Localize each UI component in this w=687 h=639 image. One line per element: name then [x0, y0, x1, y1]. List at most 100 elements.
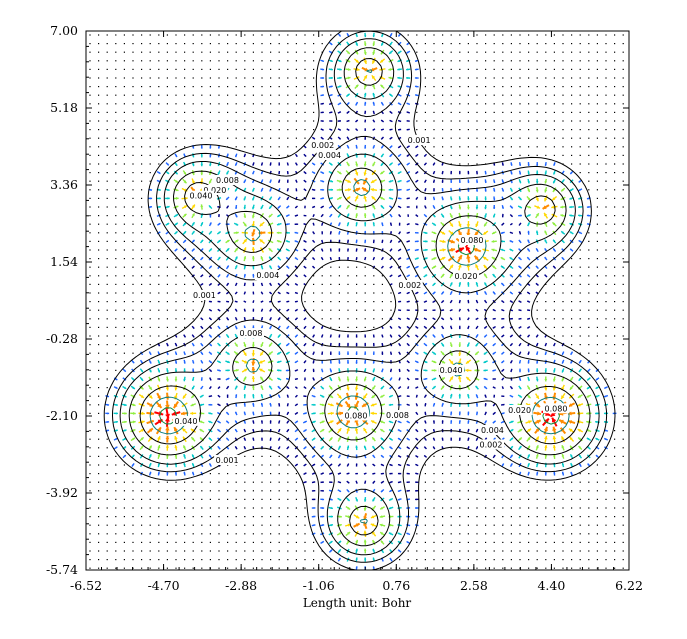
vector-arrowhead — [441, 163, 444, 166]
grid-dot — [622, 189, 624, 191]
grid-dot — [545, 498, 547, 500]
grid-dot — [493, 68, 495, 70]
vector-arrowhead — [347, 93, 350, 97]
vector-arrowhead — [338, 353, 341, 355]
grid-dot — [89, 103, 91, 105]
vector-arrowhead — [329, 335, 332, 338]
grid-dot — [98, 275, 100, 277]
grid-dot — [98, 378, 100, 380]
grid-dot — [235, 524, 237, 526]
grid-dot — [166, 129, 168, 131]
grid-dot — [227, 567, 229, 569]
grid-dot — [622, 326, 624, 328]
grid-dot — [614, 283, 616, 285]
grid-dot — [562, 567, 564, 569]
vector-arrowhead — [397, 51, 401, 54]
grid-dot — [605, 77, 607, 79]
grid-dot — [579, 51, 581, 53]
vector-arrowhead — [140, 445, 144, 449]
grid-dot — [287, 77, 289, 79]
grid-dot — [399, 567, 401, 569]
grid-dot — [192, 111, 194, 113]
vector-arrowhead — [132, 437, 136, 441]
grid-dot — [605, 473, 607, 475]
grid-dot — [244, 559, 246, 561]
vector-arrowhead — [339, 85, 342, 88]
vector-arrowhead — [183, 239, 186, 243]
grid-dot — [235, 68, 237, 70]
grid-dot — [98, 43, 100, 45]
grid-dot — [614, 447, 616, 449]
grid-dot — [562, 111, 564, 113]
grid-dot — [201, 43, 203, 45]
grid-dot — [98, 464, 100, 466]
vector-arrowhead — [330, 128, 333, 131]
grid-dot — [106, 438, 108, 440]
vector-arrowhead — [209, 387, 212, 389]
vector-arrowhead — [355, 463, 358, 465]
vector-arrowhead — [218, 326, 221, 329]
grid-dot — [252, 77, 254, 79]
grid-dot — [596, 60, 598, 62]
vector-arrowhead — [441, 231, 446, 235]
grid-dot — [244, 464, 246, 466]
vector-arrowhead — [442, 318, 444, 320]
grid-dot — [295, 524, 297, 526]
grid-dot — [141, 309, 143, 311]
vector-arrowhead — [450, 172, 453, 175]
vector-arrowhead — [218, 146, 220, 149]
grid-dot — [115, 533, 117, 535]
vector-arrowhead — [192, 274, 195, 277]
vector-arrowhead — [251, 224, 256, 228]
vector-arrowhead — [372, 335, 375, 338]
grid-dot — [476, 541, 478, 543]
grid-dot — [416, 34, 418, 36]
vector-arrowhead — [372, 248, 375, 251]
grid-dot — [244, 524, 246, 526]
vector-arrowhead — [260, 376, 264, 380]
grid-dot — [132, 524, 134, 526]
grid-dot — [106, 567, 108, 569]
grid-dot — [528, 120, 530, 122]
grid-dot — [528, 51, 530, 53]
vector-arrowhead — [346, 353, 350, 356]
grid-dot — [235, 533, 237, 535]
grid-dot — [614, 137, 616, 139]
grid-dot — [158, 111, 160, 113]
grid-dot — [588, 86, 590, 88]
grid-dot — [467, 68, 469, 70]
vector-arrowhead — [397, 68, 400, 71]
grid-dot — [528, 34, 530, 36]
vector-arrowhead — [313, 163, 316, 166]
grid-dot — [313, 567, 315, 569]
vector-arrowhead — [227, 300, 230, 303]
grid-dot — [123, 318, 125, 320]
grid-dot — [278, 120, 280, 122]
grid-dot — [424, 464, 426, 466]
grid-dot — [141, 524, 143, 526]
vector-arrowhead — [433, 429, 435, 431]
grid-dot — [123, 533, 125, 535]
vector-arrowhead — [406, 197, 409, 200]
grid-dot — [614, 232, 616, 234]
grid-dot — [450, 163, 452, 165]
grid-dot — [123, 473, 125, 475]
grid-dot — [149, 550, 151, 552]
vector-arrowhead — [269, 189, 272, 192]
vector-arrowhead — [415, 94, 417, 97]
grid-dot — [450, 154, 452, 156]
grid-dot — [175, 559, 177, 561]
grid-dot — [536, 129, 538, 131]
grid-dot — [562, 154, 564, 156]
grid-dot — [476, 490, 478, 492]
grid-dot — [467, 455, 469, 457]
grid-dot — [605, 533, 607, 535]
vector-arrowhead — [415, 489, 417, 492]
vector-arrowhead — [372, 464, 375, 466]
grid-dot — [485, 43, 487, 45]
vector-arrowhead — [372, 239, 375, 242]
grid-dot — [313, 68, 315, 70]
vector-arrowhead — [416, 343, 419, 346]
grid-dot — [278, 567, 280, 569]
grid-dot — [622, 430, 624, 432]
